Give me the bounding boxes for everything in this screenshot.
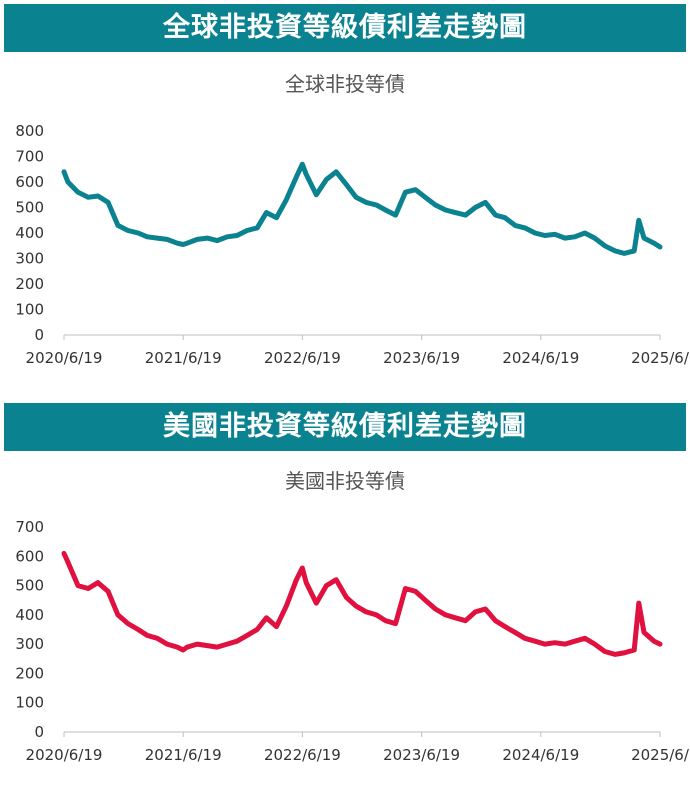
y-tick-label: 800 xyxy=(15,122,44,140)
x-tick-label: 2024/6/19 xyxy=(502,746,579,764)
us-spread-line-chart: 0 100 200 300 400 500 600 700 2020/6/19 2021/6/19… xyxy=(15,518,690,764)
us-chart-subtitle: 美國非投等債 xyxy=(285,469,405,493)
x-tick-label: 2022/6/19 xyxy=(264,746,341,764)
x-tick-label: 2022/6/19 xyxy=(264,349,341,367)
series-line xyxy=(61,161,663,256)
x-tick-label: 2020/6/19 xyxy=(26,746,103,764)
y-tick-label: 700 xyxy=(15,148,44,166)
y-tick-label: 0 xyxy=(34,723,44,741)
series-line xyxy=(61,550,663,657)
y-tick-label: 0 xyxy=(34,326,44,344)
global-chart-banner: 全球非投資等級債利差走勢圖 xyxy=(4,4,686,52)
y-tick-label: 700 xyxy=(15,518,44,536)
y-tick-label: 400 xyxy=(15,224,44,242)
y-tick-label: 200 xyxy=(15,275,44,293)
y-tick-label: 100 xyxy=(15,301,44,319)
x-tick-label: 2025/6/ xyxy=(631,746,690,764)
y-tick-label: 100 xyxy=(15,694,44,712)
x-tick-label: 2020/6/19 xyxy=(26,349,103,367)
y-tick-label: 400 xyxy=(15,606,44,624)
y-tick-label: 600 xyxy=(15,547,44,565)
y-tick-label: 500 xyxy=(15,577,44,595)
x-tick-label: 2024/6/19 xyxy=(502,349,579,367)
x-tick-label: 2025/6/ xyxy=(631,349,690,367)
y-tick-label: 600 xyxy=(15,173,44,191)
y-tick-label: 300 xyxy=(15,635,44,653)
us-chart-banner: 美國非投資等級債利差走勢圖 xyxy=(4,403,686,451)
y-tick-label: 200 xyxy=(15,664,44,682)
x-tick-label: 2021/6/19 xyxy=(145,746,222,764)
x-tick-label: 2021/6/19 xyxy=(145,349,222,367)
y-tick-label: 300 xyxy=(15,250,44,268)
x-tick-label: 2023/6/19 xyxy=(383,746,460,764)
y-tick-label: 500 xyxy=(15,199,44,217)
global-spread-line-chart: 0 100 200 300 400 500 600 700 800 2020/6/19 2021/6… xyxy=(15,122,690,367)
global-chart-subtitle: 全球非投等債 xyxy=(285,72,405,96)
x-tick-label: 2023/6/19 xyxy=(383,349,460,367)
